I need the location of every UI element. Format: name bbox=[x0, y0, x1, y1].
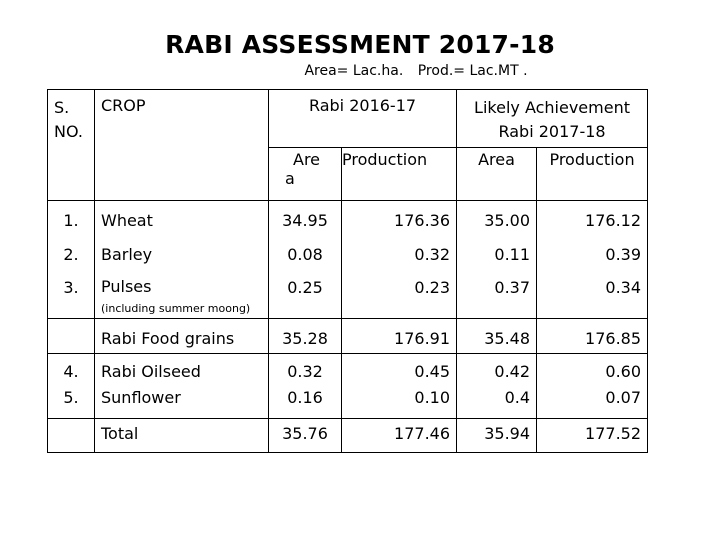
area-2016-17: 0.32 bbox=[268, 353, 342, 382]
likely-header-line1: Likely Achievement bbox=[474, 98, 630, 117]
area-2016-17: 0.08 bbox=[268, 234, 342, 268]
production-2017-18: 0.39 bbox=[536, 234, 649, 268]
serial-number: 4. bbox=[47, 353, 95, 382]
subheader-row: Are a Production Area Production bbox=[48, 147, 649, 201]
crop-header: CROP bbox=[94, 89, 269, 201]
table-row: 4. Rabi Oilseed 0.32 0.45 0.42 0.60 bbox=[47, 353, 649, 382]
serial-number: 5. bbox=[47, 382, 95, 419]
area-2016-17-header-part2: a bbox=[285, 169, 295, 188]
serial-number bbox=[47, 418, 95, 453]
production-2017-18: 176.12 bbox=[536, 200, 649, 235]
crop-note: (including summer moong) bbox=[101, 301, 251, 315]
crop-name: Rabi Food grains bbox=[94, 318, 269, 354]
serial-number: 1. bbox=[47, 200, 95, 235]
crop-name-cell: Pulses (including summer moong) bbox=[94, 267, 269, 319]
area-2016-17: 34.95 bbox=[268, 200, 342, 235]
serial-header-line1: S. bbox=[54, 98, 70, 117]
units-note: Area= Lac.ha. Prod.= Lac.MT . bbox=[0, 63, 720, 79]
area-2017-18-header: Area bbox=[456, 147, 538, 201]
production-2017-18: 0.34 bbox=[536, 267, 649, 319]
crop-name: Barley bbox=[94, 234, 269, 268]
area-2017-18: 0.4 bbox=[456, 382, 538, 419]
crop-name: Sunflower bbox=[94, 382, 269, 419]
area-2017-18: 0.42 bbox=[456, 353, 538, 382]
production-2016-17: 176.91 bbox=[340, 318, 458, 354]
likely-header-line2: Rabi 2017-18 bbox=[498, 122, 606, 141]
crop-name: Rabi Oilseed bbox=[94, 353, 269, 382]
area-2017-18: 35.00 bbox=[456, 200, 538, 235]
crop-name: Pulses bbox=[101, 276, 152, 296]
production-2017-18: 177.52 bbox=[536, 418, 649, 453]
production-2017-18: 176.85 bbox=[536, 318, 649, 354]
production-2016-17: 176.36 bbox=[340, 200, 458, 235]
table-row: 3. Pulses (including summer moong) 0.25 … bbox=[47, 267, 649, 319]
total-row: Total 35.76 177.46 35.94 177.52 bbox=[47, 418, 649, 453]
header-row: S. NO. CROP Rabi 2016-17 Likely Achievem… bbox=[47, 89, 649, 201]
subtotal-row: Rabi Food grains 35.28 176.91 35.48 176.… bbox=[47, 318, 649, 354]
serial-header-line2: NO. bbox=[54, 122, 83, 141]
area-2016-17-header-part1: Are bbox=[293, 150, 321, 169]
page-title: RABI ASSESSMENT 2017-18 bbox=[165, 30, 555, 59]
area-2016-17: 0.25 bbox=[268, 267, 342, 319]
crop-name: Wheat bbox=[94, 200, 269, 235]
area-2016-17: 35.76 bbox=[268, 418, 342, 453]
production-unit-note: Prod.= Lac.MT . bbox=[417, 63, 528, 79]
production-2016-17: 0.10 bbox=[340, 382, 458, 419]
rabi-2016-17-header: Rabi 2016-17 bbox=[267, 89, 458, 148]
production-2016-17: 0.32 bbox=[340, 234, 458, 268]
crop-name: Total bbox=[94, 418, 269, 453]
production-2017-18-header: Production bbox=[536, 147, 649, 201]
area-2017-18: 0.37 bbox=[456, 267, 538, 319]
production-2016-17: 0.45 bbox=[340, 353, 458, 382]
production-2016-17: 177.46 bbox=[340, 418, 458, 453]
production-2016-17-header: Production bbox=[340, 147, 458, 201]
area-2017-18: 0.11 bbox=[456, 234, 538, 268]
serial-number-header: S. NO. bbox=[47, 89, 95, 201]
rabi-assessment-table: S. NO. CROP Rabi 2016-17 Likely Achievem… bbox=[47, 89, 649, 453]
table-row: 2. Barley 0.08 0.32 0.11 0.39 bbox=[47, 234, 649, 268]
serial-number: 2. bbox=[47, 234, 95, 268]
area-2017-18: 35.48 bbox=[456, 318, 538, 354]
serial-number bbox=[47, 318, 95, 354]
production-2017-18: 0.07 bbox=[536, 382, 649, 419]
table-row: 1. Wheat 34.95 176.36 35.00 176.12 bbox=[47, 200, 649, 235]
serial-number: 3. bbox=[47, 267, 95, 319]
table-row: 5. Sunflower 0.16 0.10 0.4 0.07 bbox=[47, 382, 649, 419]
area-unit-note: Area= Lac.ha. bbox=[304, 63, 404, 79]
area-2016-17: 0.16 bbox=[268, 382, 342, 419]
likely-achievement-header: Likely Achievement Rabi 2017-18 bbox=[456, 89, 649, 148]
production-2017-18: 0.60 bbox=[536, 353, 649, 382]
area-2016-17: 35.28 bbox=[268, 318, 342, 354]
production-2016-17: 0.23 bbox=[340, 267, 458, 319]
area-2017-18: 35.94 bbox=[456, 418, 538, 453]
area-2016-17-header: Are a bbox=[268, 147, 342, 201]
